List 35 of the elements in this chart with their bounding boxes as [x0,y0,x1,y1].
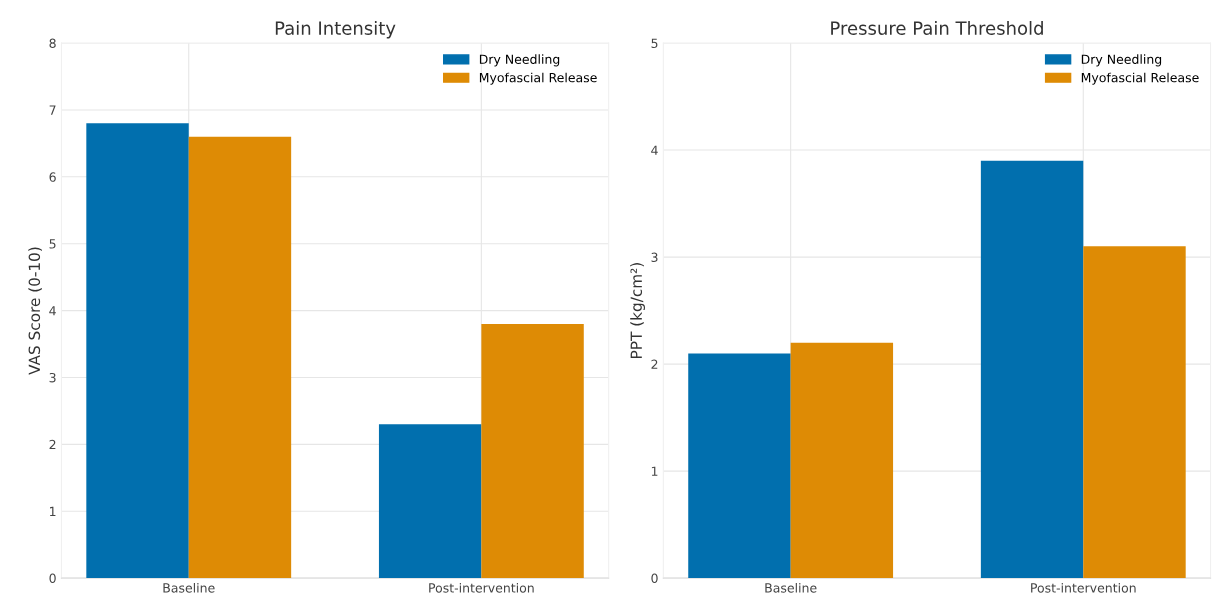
bar [378,424,482,579]
bar [790,342,894,579]
y-tick-label: 3 [651,252,658,262]
y-tick-label: 2 [651,359,658,369]
y-tick-label: 8 [49,38,56,48]
x-tick-label: Baseline [163,582,215,593]
y-tick-label: 6 [49,172,56,182]
y-tick-label: 7 [49,105,56,115]
y-tick-label: 5 [651,38,658,48]
y-tick-label: 1 [50,506,56,516]
bar [188,136,292,579]
y-tick-label: 5 [49,239,56,249]
x-tick-label: Post-intervention [1031,582,1136,593]
bar [980,160,1084,579]
y-tick-label: 0 [651,573,658,584]
bar [481,323,584,579]
y-tick-label: 3 [49,372,56,383]
y-tick-label: 2 [49,439,56,450]
chart-title: Pressure Pain Threshold [831,21,1043,35]
y-tick-label: 4 [49,306,56,316]
bar [688,353,791,579]
chart-title: Pain Intensity [275,21,396,39]
legend-label: Myofascial Release [479,72,597,85]
legend-label: Dry Needling [479,54,560,67]
y-tick-label: 1 [651,466,658,476]
legend-label: Dry Needling [1081,54,1162,67]
x-tick-label: Baseline [765,582,817,593]
bar [86,123,189,579]
y-tick-label: 4 [651,145,658,155]
y-axis-title: VAS Score (0-10) [28,247,42,375]
x-tick-label: Post-intervention [429,582,534,593]
y-axis-title: PPT (kg/cm²) [630,263,645,358]
y-tick-label: 0 [49,573,56,584]
legend-label: Myofascial Release [1081,72,1199,85]
bar [1083,246,1186,579]
